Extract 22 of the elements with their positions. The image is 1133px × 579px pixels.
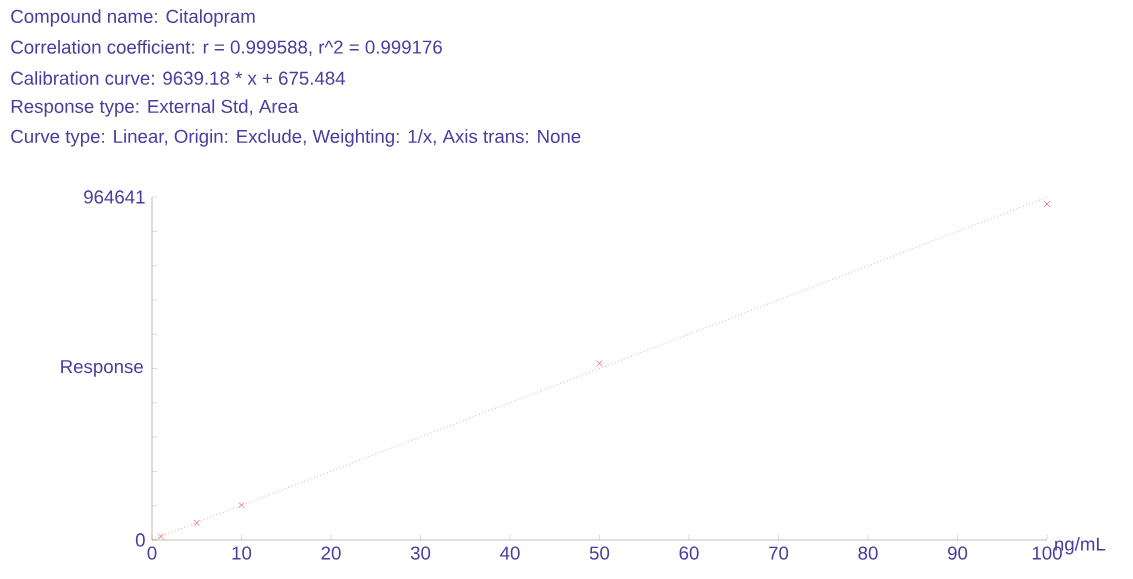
y-axis-title: Response <box>61 360 143 377</box>
point <box>1043 200 1051 208</box>
x-tick-label: 80 <box>858 546 878 560</box>
x-tick-label: 10 <box>232 546 252 560</box>
chart-title: Compound name: Citalopram <box>11 9 255 27</box>
text: Curve type: Linear, Origin: Exclude, Weighting: 1/x, Axis trans: None <box>11 129 581 147</box>
x-tick-label: 20 <box>321 546 341 560</box>
y-tick-label: 964641 <box>84 190 145 204</box>
text: Calibration curve: 9639.18 * x + 675.484 <box>11 71 346 85</box>
x-tick-label: 30 <box>410 546 431 560</box>
text: Correlation coefficient: r = 0.999588, r^2 = 0.999176 <box>11 40 442 56</box>
x-tick-label: 90 <box>947 546 968 560</box>
point <box>193 519 200 527</box>
x-tick-label: 60 <box>679 546 699 560</box>
point <box>596 360 603 367</box>
text: Response type: External Std, Area <box>11 99 299 117</box>
x-tick-label: 0 <box>147 546 157 560</box>
x-tick-label: 40 <box>500 546 520 560</box>
point <box>238 501 245 509</box>
x-tick-label: 50 <box>589 546 610 560</box>
x-tick-label: 70 <box>769 546 789 560</box>
point <box>157 533 165 540</box>
